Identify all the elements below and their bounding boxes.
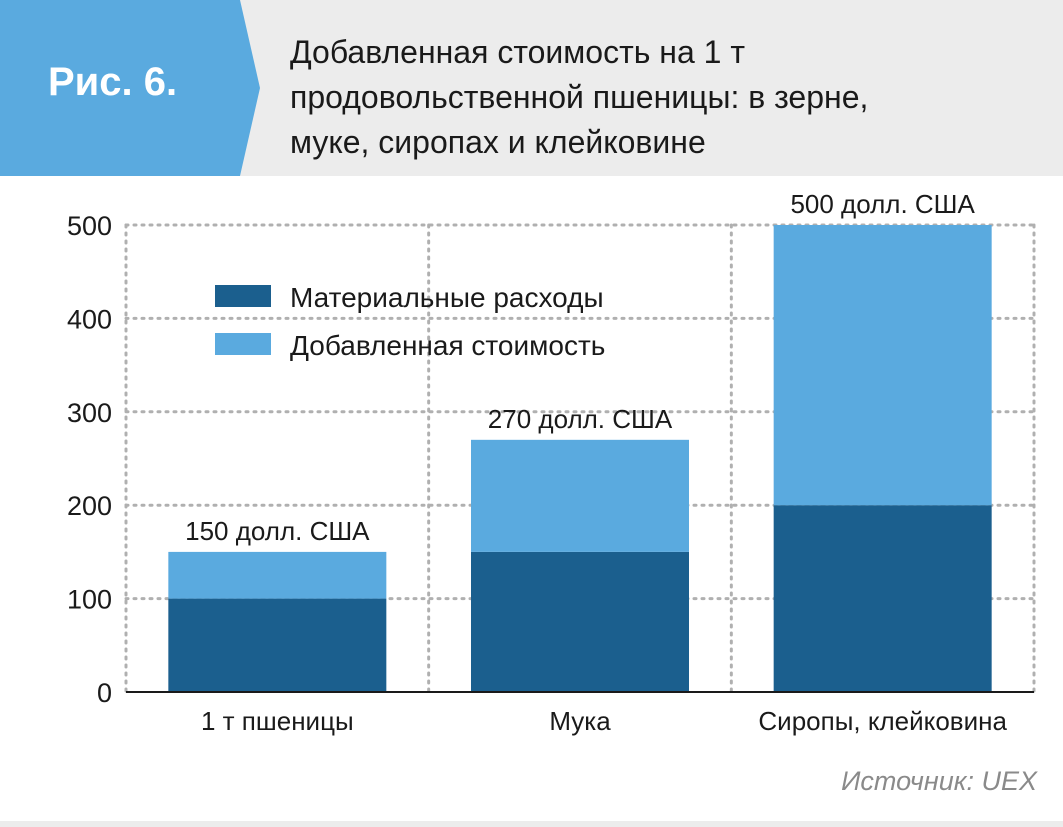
bars [168, 225, 992, 692]
y-tick-label-200: 200 [67, 491, 112, 521]
total-label-2: 500 долл. США [790, 189, 975, 219]
bar-material-2 [773, 505, 992, 692]
total-label-1: 270 долл. США [488, 404, 673, 434]
y-tick-label-400: 400 [67, 304, 112, 334]
y-tick-label-100: 100 [67, 585, 112, 615]
bar-added-0 [168, 551, 387, 599]
figure-label: Рис. 6. [48, 60, 178, 104]
category-label-2: Сиропы, клейковина [758, 706, 1007, 736]
labels: 0 100 200 300 400 500 150 долл. США 1 т пшеницы… [67, 189, 1008, 736]
category-label-0: 1 т пшеницы [201, 706, 354, 736]
bar-material-0 [168, 598, 387, 692]
bar-added-1 [471, 439, 689, 552]
chart-title-line-3: муке, сиропах и клейковине [290, 124, 706, 160]
y-tick-label-300: 300 [67, 398, 112, 428]
bar-added-2 [773, 225, 992, 506]
figure-header: Рис. 6. Добавленная стоимость на 1 т про… [0, 0, 1063, 176]
chart-title: Добавленная стоимость на 1 т продовольст… [290, 30, 1030, 165]
y-tick-label-0: 0 [97, 678, 112, 708]
source-note: Источник: UEX [841, 766, 1037, 796]
legend-label-added: Добавленная стоимость [290, 330, 605, 361]
y-tick-label-500: 500 [67, 211, 112, 241]
chart-title-line-2: продовольственной пшеницы: в зерне, [290, 79, 869, 115]
legend: Материальные расходы Добавленная стоимос… [215, 282, 605, 361]
total-label-0: 150 долл. США [185, 516, 370, 546]
category-label-1: Мука [549, 706, 611, 736]
figure-label-tab [0, 0, 260, 176]
legend-swatch-material [215, 285, 271, 307]
chart-title-line-1: Добавленная стоимость на 1 т [290, 34, 745, 70]
bottom-strip [0, 821, 1063, 827]
figure-label-tab-shape [0, 0, 260, 176]
legend-swatch-added [215, 333, 271, 355]
legend-label-material: Материальные расходы [290, 282, 604, 313]
bar-material-1 [471, 551, 689, 692]
